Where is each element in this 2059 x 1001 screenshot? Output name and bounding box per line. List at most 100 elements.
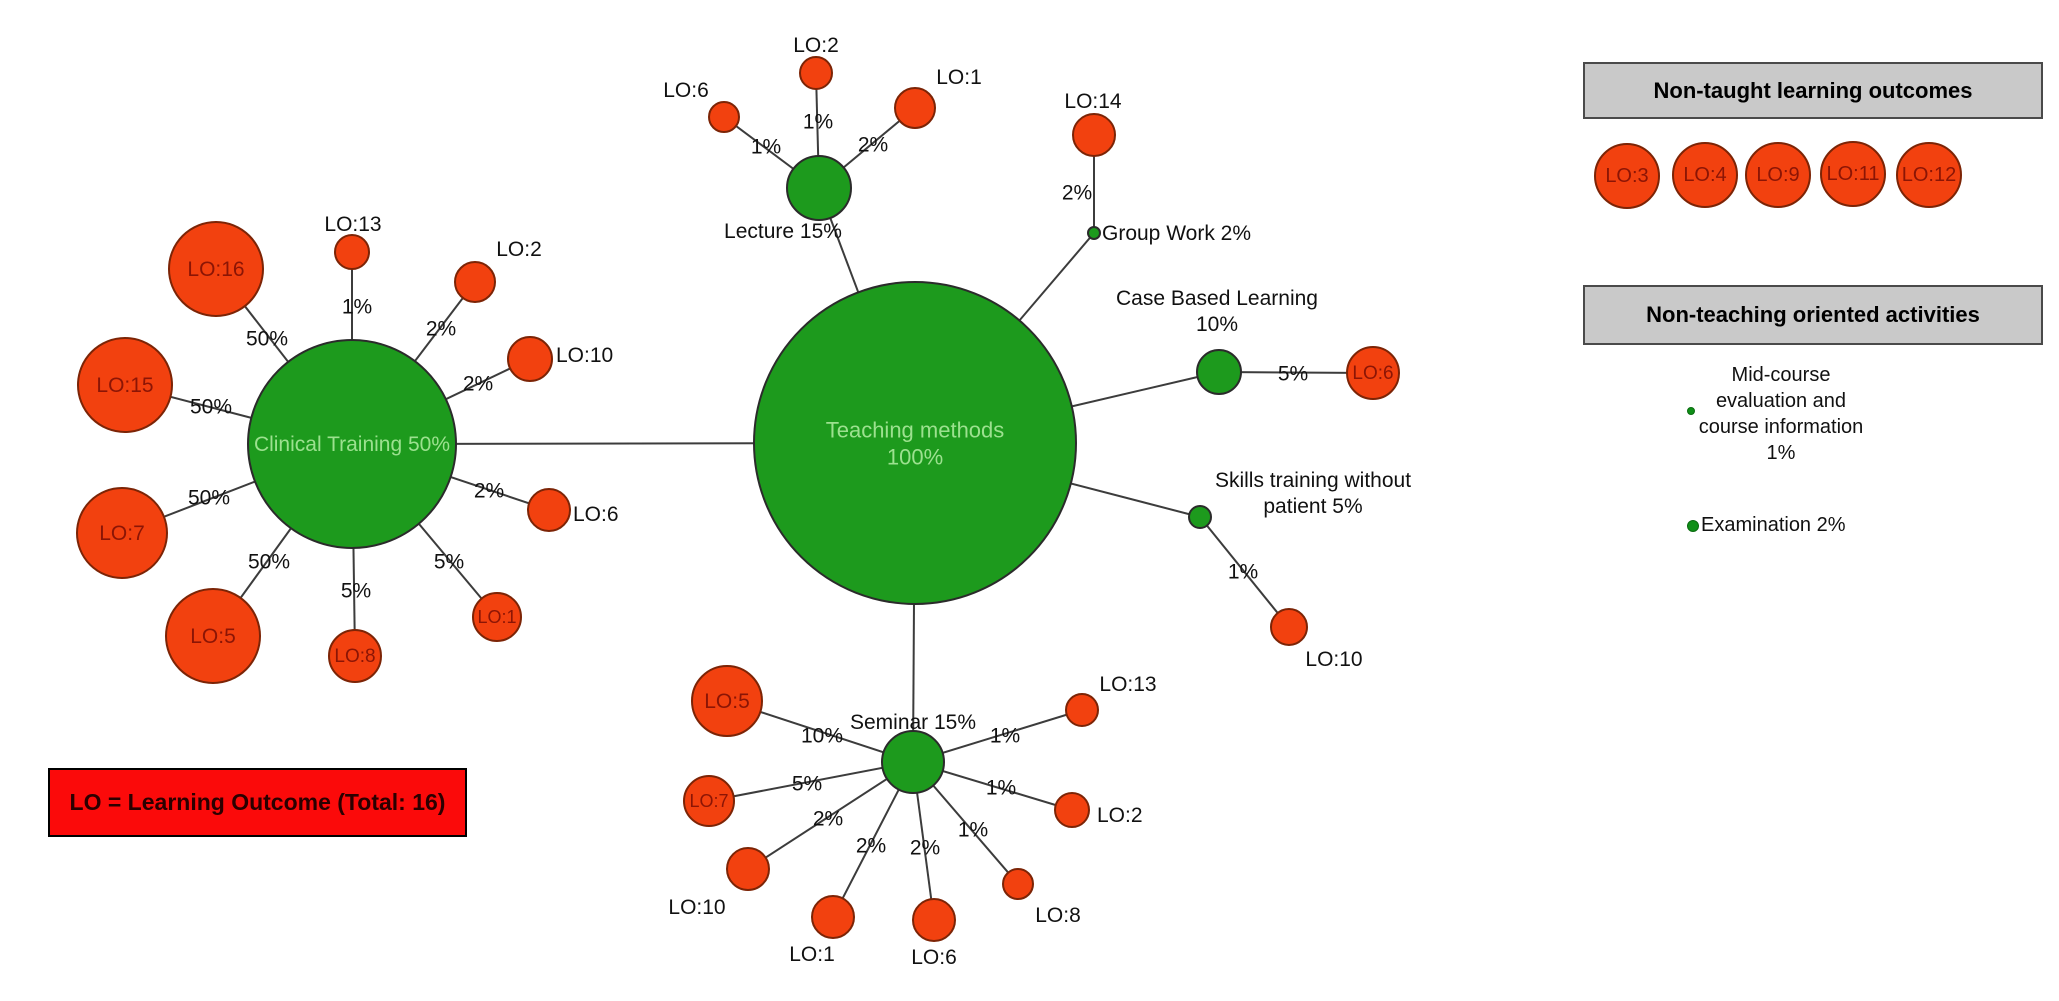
node-label-skills: Skills training without patient 5% <box>1215 469 1411 518</box>
edge-label-lecture-lo2-lecture: 1% <box>803 111 833 134</box>
node-lo13-clinical <box>334 234 370 270</box>
non-taught-lo-3: LO:3 <box>1594 143 1660 209</box>
learning-outcome-note-box: LO = Learning Outcome (Total: 16) <box>48 768 467 837</box>
node-label-lo13-clinical: LO:13 <box>324 213 381 236</box>
non-taught-lo-9: LO:9 <box>1745 142 1811 208</box>
node-lo6-clinical <box>527 488 571 532</box>
node-label-lo1-seminar: LO:1 <box>789 943 835 966</box>
node-label-lo6-case: LO:6 <box>1352 363 1393 384</box>
node-case-based <box>1196 349 1242 395</box>
edge-skills-lo10-skills <box>1199 516 1290 628</box>
non-taught-lo-11: LO:11 <box>1820 141 1886 207</box>
node-clinical <box>247 339 457 549</box>
non-taught-panel-header: Non-taught learning outcomes <box>1583 62 2043 119</box>
node-lecture <box>786 155 852 221</box>
non-taught-panel-title: Non-taught learning outcomes <box>1653 77 1973 103</box>
edge-label-clinical-lo8-clinical: 5% <box>341 580 371 603</box>
midcourse-line-4: 1% <box>1766 442 1796 464</box>
edge-seminar-lo10-seminar <box>747 761 914 870</box>
node-label-lo15-clinical: LO:15 <box>96 374 153 397</box>
node-lo16-clinical <box>168 221 264 317</box>
edge-label-clinical-lo7-clinical: 50% <box>188 487 230 510</box>
node-skills <box>1188 505 1212 529</box>
non-teaching-panel-title: Non-teaching oriented activities <box>1646 302 1980 327</box>
node-lo1-seminar <box>811 895 855 939</box>
node-label-seminar: Seminar 15% <box>850 711 976 734</box>
node-label-lo2-seminar: LO:2 <box>1097 804 1143 827</box>
learning-outcome-note-label: LO = Learning Outcome (Total: 16) <box>69 789 446 815</box>
edge-label-seminar-lo7-seminar: 5% <box>792 773 822 796</box>
node-label-lo10-skills: LO:10 <box>1305 648 1362 671</box>
node-label-lo5-seminar: LO:5 <box>704 690 750 713</box>
node-label-lo8-clinical: LO:8 <box>334 646 375 667</box>
edge-label-lecture-lo6-lecture: 1% <box>751 136 781 159</box>
lo-chip-label: LO:4 <box>1683 163 1727 186</box>
node-lo2-clinical <box>454 261 496 303</box>
node-label-lo16-clinical: LO:16 <box>187 258 244 281</box>
non-teaching-panel-header: Non-teaching oriented activities <box>1583 285 2043 345</box>
edge-label-clinical-lo2-clinical: 2% <box>426 318 456 341</box>
node-label-teaching: Teaching methods 100% <box>826 417 1005 469</box>
edge-label-clinical-lo1-clinical: 5% <box>434 551 464 574</box>
node-lo10-seminar <box>726 847 770 891</box>
edge-label-seminar-lo2-seminar: 1% <box>986 777 1016 800</box>
node-label-lo6-clinical: LO:6 <box>573 503 619 526</box>
node-lo13-seminar <box>1065 693 1099 727</box>
node-lo6-seminar <box>912 898 956 942</box>
node-label-lo2-clinical: LO:2 <box>496 238 542 261</box>
node-label-lo14-group: LO:14 <box>1064 90 1122 113</box>
lo-chip-label: LO:11 <box>1826 162 1880 185</box>
midcourse-line-2: evaluation and <box>1715 390 1847 412</box>
node-lo1-clinical <box>472 592 522 642</box>
edge-label-seminar-lo5-seminar: 10% <box>801 725 843 748</box>
node-label-lo8-seminar: LO:8 <box>1035 904 1081 927</box>
node-lo7-seminar <box>683 775 735 827</box>
node-lo14-group <box>1072 113 1116 157</box>
node-lo2-lecture <box>799 56 833 90</box>
node-label-lo1-clinical: LO:1 <box>477 607 516 627</box>
node-lo10-skills <box>1270 608 1308 646</box>
midcourse-line-1: Mid-course <box>1731 364 1831 386</box>
node-lo6-case <box>1346 346 1400 400</box>
edge-label-case-based-lo6-case: 5% <box>1278 363 1308 386</box>
node-label-lo13-seminar: LO:13 <box>1099 673 1156 696</box>
examination-item-label: Examination 2% <box>1701 514 1846 537</box>
midcourse-line-3: course information <box>1698 416 1864 438</box>
node-group-work <box>1087 226 1101 240</box>
non-taught-lo-4: LO:4 <box>1672 142 1738 208</box>
node-lo6-lecture <box>708 101 740 133</box>
node-label-case-based: Case Based Learning 10% <box>1116 287 1318 336</box>
node-label-lo2-lecture: LO:2 <box>793 34 839 57</box>
edge-label-seminar-lo1-seminar: 2% <box>856 835 886 858</box>
node-label-lecture: Lecture 15% <box>724 220 842 243</box>
edge-label-group-work-lo14-group: 2% <box>1062 182 1092 205</box>
examination-label: Examination 2% <box>1701 514 1846 536</box>
edge-label-clinical-lo6-clinical: 2% <box>474 480 504 503</box>
node-lo10-clinical <box>507 336 553 382</box>
node-label-group-work: Group Work 2% <box>1102 222 1251 245</box>
node-seminar <box>881 730 945 794</box>
node-label-lo7-clinical: LO:7 <box>99 522 145 545</box>
edge-label-seminar-lo10-seminar: 2% <box>813 808 843 831</box>
node-label-lo1-lecture: LO:1 <box>936 66 982 89</box>
node-label-lo10-clinical: LO:10 <box>556 344 613 367</box>
edge-label-clinical-lo5-clinical: 50% <box>248 551 290 574</box>
node-label-lo6-seminar: LO:6 <box>911 946 957 969</box>
node-lo5-clinical <box>165 588 261 684</box>
edge-seminar-lo7-seminar <box>708 761 914 802</box>
edge-label-clinical-lo13-clinical: 1% <box>342 296 372 319</box>
midcourse-item-label: Mid-course evaluation and course informa… <box>1695 362 1867 466</box>
edge-label-skills-lo10-skills: 1% <box>1228 561 1258 584</box>
node-lo5-seminar <box>691 665 763 737</box>
node-label-lo6-lecture: LO:6 <box>663 79 709 102</box>
edge-label-lecture-lo1-lecture: 2% <box>858 134 888 157</box>
edge-label-seminar-lo6-seminar: 2% <box>910 837 940 860</box>
node-teaching <box>753 281 1077 605</box>
lo-chip-label: LO:9 <box>1756 163 1800 186</box>
edge-label-clinical-lo10-clinical: 2% <box>463 373 493 396</box>
node-label-lo5-clinical: LO:5 <box>190 625 236 648</box>
edge-label-seminar-lo8-seminar: 1% <box>958 819 988 842</box>
non-taught-lo-12: LO:12 <box>1896 142 1962 208</box>
node-lo1-lecture <box>894 87 936 129</box>
